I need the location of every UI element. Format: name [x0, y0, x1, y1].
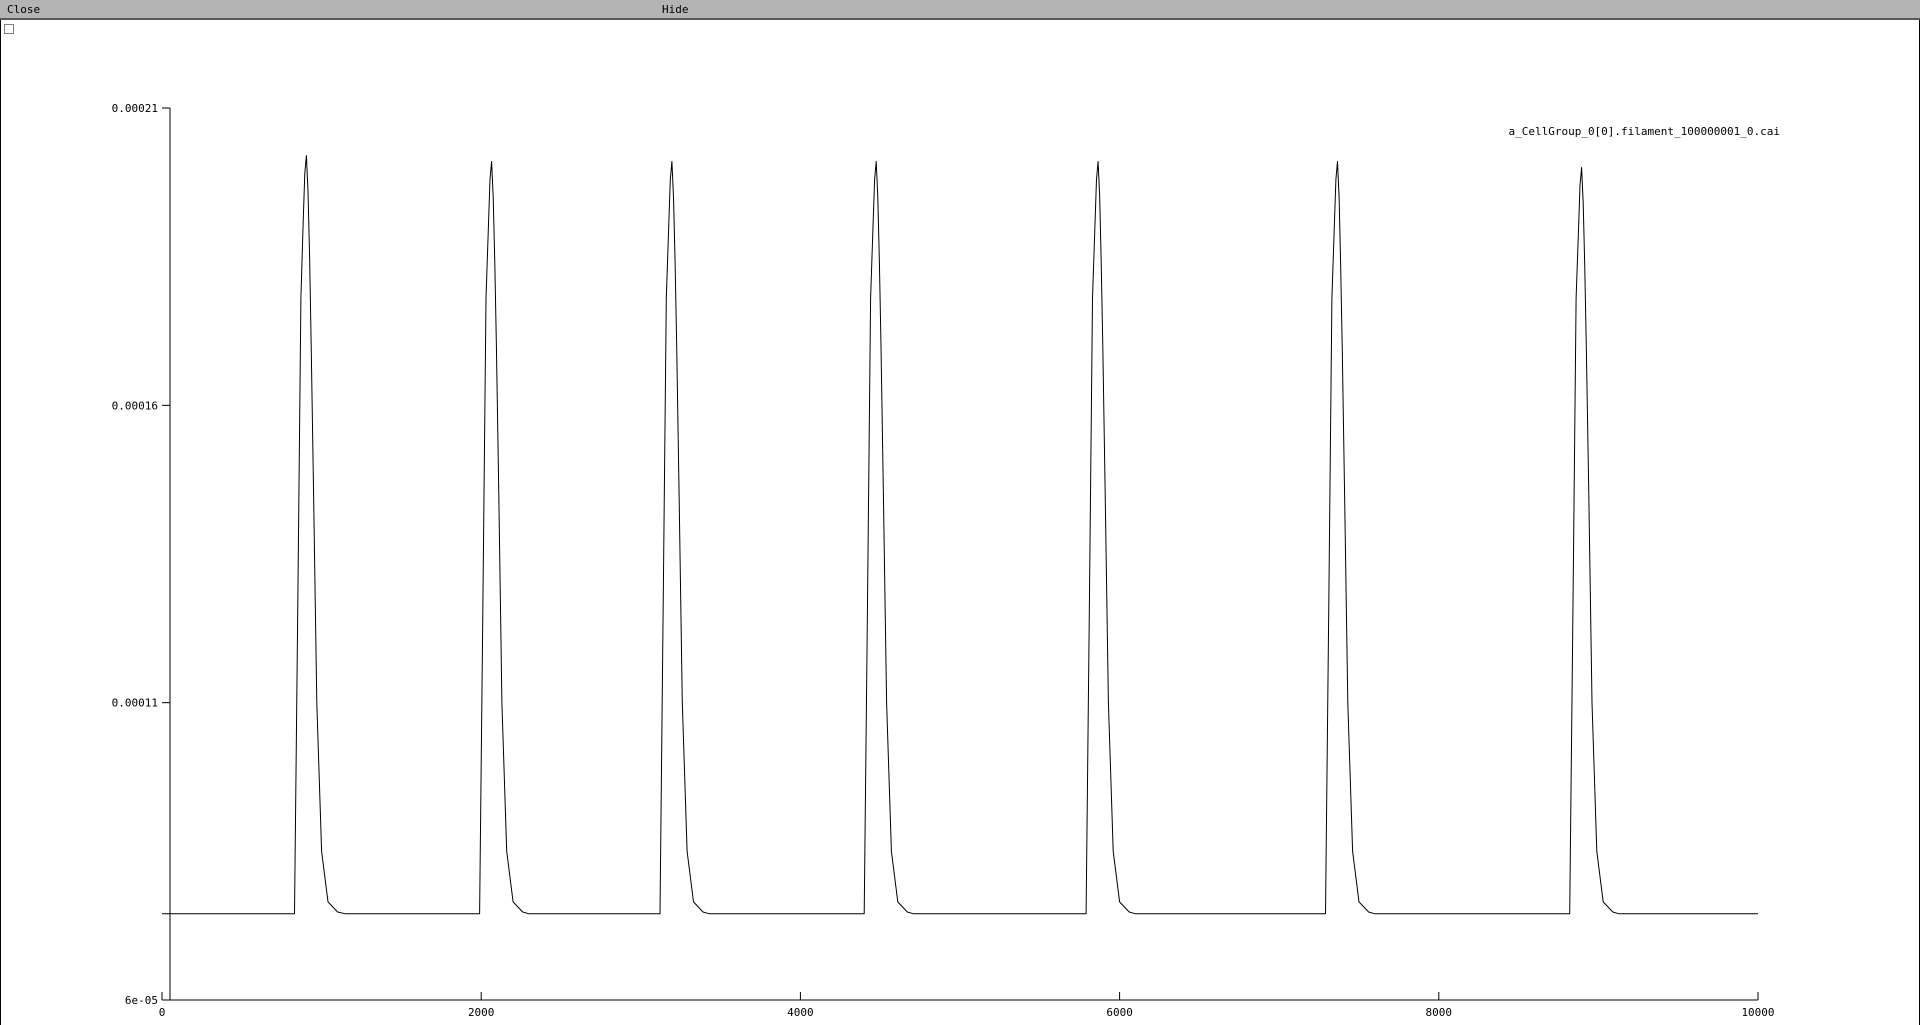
x-tick-label: 4000 [787, 1006, 814, 1019]
y-tick-label: 0.00021 [112, 102, 158, 115]
hide-button[interactable]: Hide [662, 3, 689, 16]
x-tick-label: 0 [159, 1006, 166, 1019]
window-toolbar: Close Hide [0, 0, 1920, 20]
menu-box[interactable] [4, 24, 14, 34]
y-tick-label: 0.00016 [112, 399, 158, 412]
axis-ticks: 0 2000 4000 6000 8000 10000 6e-05 0.00011 0.0001… [112, 102, 1775, 1019]
x-tick-label: 2000 [468, 1006, 495, 1019]
y-tick-label: 0.00011 [112, 697, 158, 710]
series-group [162, 155, 1758, 915]
x-tick-label: 10000 [1741, 1006, 1774, 1019]
series-line-0 [162, 155, 1758, 915]
x-tick-label: 6000 [1106, 1006, 1133, 1019]
y-tick-label: 6e-05 [125, 994, 158, 1007]
window-left-border [0, 20, 1, 1025]
close-button[interactable]: Close [7, 3, 41, 16]
x-tick-label: 8000 [1426, 1006, 1453, 1019]
legend-label: a_CellGroup_0[0].filament_100000001_0.ca… [1508, 125, 1780, 138]
